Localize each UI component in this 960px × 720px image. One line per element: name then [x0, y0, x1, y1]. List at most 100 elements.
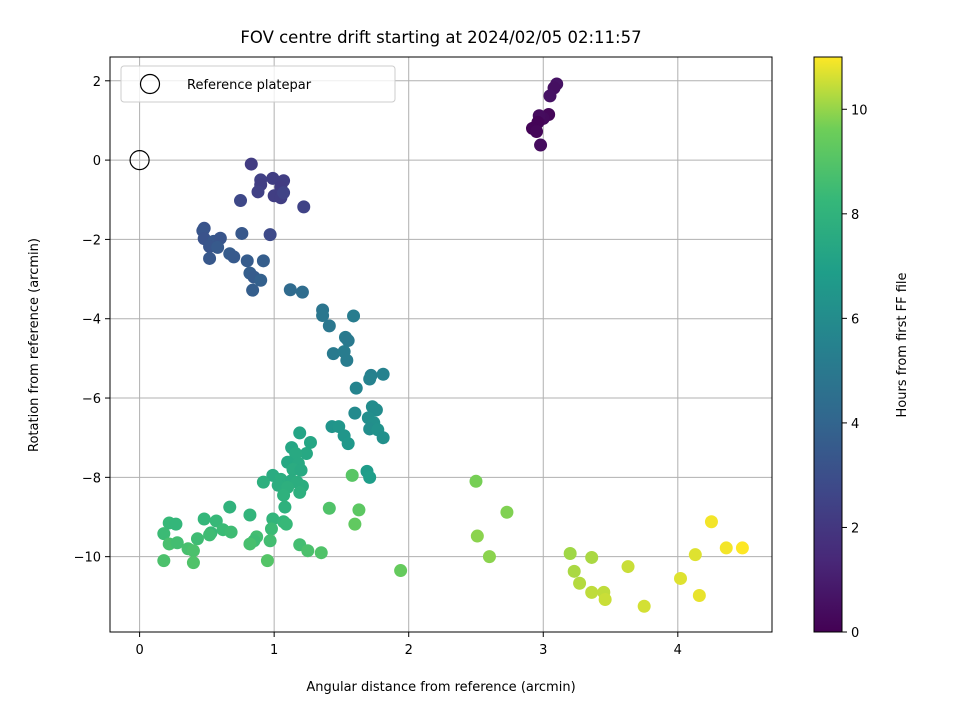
data-point: [203, 251, 217, 265]
data-point: [297, 200, 311, 214]
data-point: [299, 447, 313, 461]
x-tick-label: 1: [270, 643, 278, 658]
data-point: [621, 560, 635, 574]
grid-lines: [110, 57, 772, 632]
data-point: [314, 546, 328, 560]
data-point: [303, 435, 317, 449]
data-point: [224, 525, 238, 539]
data-point: [157, 554, 171, 568]
data-point: [227, 250, 241, 264]
data-point: [340, 353, 354, 367]
data-point: [735, 541, 749, 555]
data-point: [278, 500, 292, 514]
data-point: [157, 527, 171, 541]
data-point: [349, 381, 363, 395]
data-point: [277, 186, 291, 200]
data-point: [234, 194, 248, 208]
x-axis-label: Angular distance from reference (arcmin): [306, 680, 575, 695]
y-axis-ticks: 2 0 −2 −4 −6 −8 −10: [74, 75, 110, 566]
y-axis-label: Rotation from reference (arcmin): [27, 238, 42, 452]
data-point: [363, 470, 377, 484]
y-tick-label: 2: [93, 75, 101, 90]
y-tick-label: −2: [82, 233, 101, 248]
data-point: [256, 475, 270, 489]
data-point: [369, 403, 383, 417]
data-point: [260, 554, 274, 568]
data-point: [283, 283, 297, 297]
data-point: [190, 532, 204, 546]
colorbar-tick-label: 6: [851, 312, 859, 327]
x-tick-label: 4: [674, 643, 682, 658]
data-point: [573, 576, 587, 590]
colorbar-tick-label: 0: [851, 626, 859, 641]
x-tick-label: 0: [135, 643, 143, 658]
data-point: [348, 406, 362, 420]
y-tick-label: −4: [82, 313, 101, 328]
data-point: [246, 283, 260, 297]
data-point: [469, 474, 483, 488]
colorbar-tick-label: 2: [851, 521, 859, 536]
data-point: [203, 528, 217, 542]
data-point: [585, 550, 599, 564]
data-point: [482, 550, 496, 564]
data-point: [235, 226, 249, 240]
reference-marker-group: [129, 150, 150, 171]
data-point: [347, 309, 361, 323]
data-point: [322, 501, 336, 515]
data-point: [543, 89, 557, 103]
colorbar-gradient: [813, 56, 843, 633]
data-point: [211, 240, 225, 254]
data-point: [294, 463, 308, 477]
data-point: [352, 503, 366, 517]
data-point: [251, 185, 265, 199]
data-point: [563, 546, 577, 560]
colorbar-label: Hours from first FF file: [895, 272, 910, 417]
data-point: [266, 512, 280, 526]
data-point: [316, 309, 330, 323]
data-point: [277, 488, 291, 502]
plot-area: [109, 56, 773, 633]
data-point: [293, 485, 307, 499]
data-point: [170, 536, 184, 550]
data-point: [301, 544, 315, 558]
data-point: [264, 522, 278, 536]
data-point: [279, 517, 293, 531]
data-point: [719, 541, 733, 555]
data-point: [348, 517, 362, 531]
colorbar: 0 2 4 6 8 10 Hours from first FF file: [813, 56, 910, 641]
data-point: [244, 157, 258, 171]
colorbar-tick-label: 10: [851, 103, 868, 118]
data-point: [266, 171, 280, 185]
y-tick-label: −10: [74, 551, 101, 566]
data-point: [223, 500, 237, 514]
data-point: [186, 544, 200, 558]
data-point: [470, 529, 484, 543]
colorbar-ticks: 0 2 4 6 8 10: [842, 103, 868, 641]
data-point: [376, 431, 390, 445]
data-point: [637, 599, 651, 613]
legend-label: Reference platepar: [187, 78, 312, 93]
colorbar-tick-label: 8: [851, 208, 859, 223]
legend-marker: [139, 73, 161, 95]
data-point: [500, 505, 514, 519]
data-point: [341, 334, 355, 348]
data-point: [598, 592, 612, 606]
data-point: [326, 347, 340, 361]
data-point: [263, 534, 277, 548]
reference-platepar-marker: [129, 150, 150, 171]
data-point: [688, 548, 702, 562]
legend-box: [120, 65, 396, 103]
data-point: [293, 426, 307, 440]
data-point: [254, 273, 268, 287]
y-tick-label: −8: [82, 471, 101, 486]
data-point: [394, 564, 408, 578]
data-point: [289, 447, 303, 461]
y-tick-label: 0: [93, 154, 101, 169]
data-point: [376, 367, 390, 381]
y-tick-label: −6: [82, 392, 101, 407]
legend: Reference platepar: [120, 65, 396, 103]
data-point: [295, 285, 309, 299]
data-point: [674, 571, 688, 585]
data-point: [345, 468, 359, 482]
